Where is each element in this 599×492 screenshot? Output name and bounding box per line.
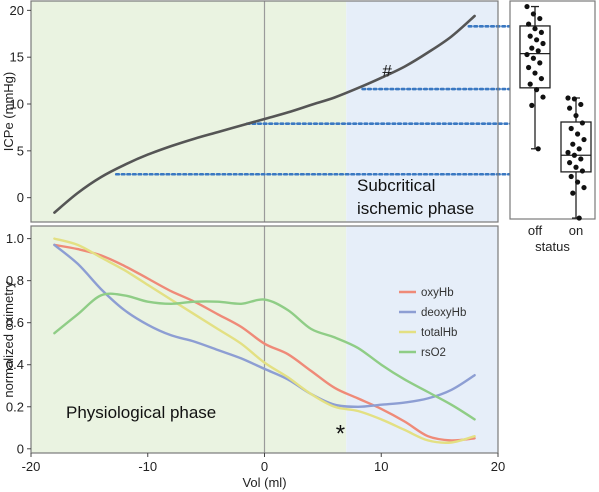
box-point-on	[576, 215, 582, 221]
bottom-x-axis-label: Vol (ml)	[242, 475, 286, 490]
top-y-tick-label: 10	[10, 97, 24, 112]
box-point-on	[578, 156, 584, 162]
box-point-on	[581, 136, 587, 143]
box-point-off	[530, 55, 537, 61]
boxplot-category-on: on	[569, 223, 583, 238]
subcritical-phase-label-line1: Subcritical	[357, 176, 435, 195]
box-point-off	[532, 70, 538, 76]
hash-annotation: #	[382, 61, 392, 80]
series-line-oxyHb	[53, 243, 476, 442]
pressure-volume-panel: 0 5 10 15 20 ICPe (mmHg) # Subcritical ische…	[1, 0, 563, 223]
physiological-phase-background	[31, 1, 347, 222]
box-point-off	[534, 37, 540, 43]
top-y-axis: 0 5 10 15 20	[10, 3, 31, 205]
box-point-on	[567, 160, 573, 166]
bottom-y-tick-label: 0.4	[6, 357, 24, 372]
bottom-x-tick-label: -10	[138, 459, 157, 474]
box-point-off	[537, 60, 543, 66]
subcritical-phase-label-line2: ischemic phase	[357, 199, 474, 218]
top-y-tick-label: 5	[17, 143, 24, 158]
dotted-link-lines	[114, 24, 563, 176]
box-point-on	[575, 131, 581, 137]
legend-label-oxyHb: oxyHb	[421, 287, 454, 299]
box-point-on	[575, 179, 581, 185]
box-point-off	[524, 3, 530, 10]
boxplot-category-off: off	[528, 223, 543, 238]
bottom-y-tick-label: 0.6	[6, 315, 24, 330]
boxplot-marks	[519, 3, 592, 221]
box-point-on	[571, 152, 578, 158]
box-point-off	[537, 15, 543, 22]
bottom-y-axis: 0 0.2 0.4 0.6 0.8 1.0	[6, 231, 31, 456]
top-panel-frame	[30, 0, 499, 223]
bottom-y-tick-label: 0.2	[6, 399, 24, 414]
box-point-off	[529, 45, 535, 51]
box-point-off	[524, 51, 530, 58]
series-line-rsO2	[53, 292, 476, 421]
bottom-y-tick-label: 0.8	[6, 273, 24, 288]
bottom-x-tick-label: 10	[374, 459, 388, 474]
box-point-on	[579, 120, 586, 126]
box-point-off	[526, 64, 532, 71]
box-point-on	[576, 146, 582, 152]
box-point-on	[565, 95, 571, 101]
box-point-on	[571, 96, 578, 102]
box-point-off	[532, 26, 538, 32]
oximetry-panel: 0 0.2 0.4 0.6 0.8 1.0 -20 -10 0 10 20 normalized …	[1, 225, 505, 490]
physiological-phase-label: Physiological phase	[66, 403, 216, 422]
box-point-on	[573, 112, 579, 119]
box-point-on	[568, 173, 574, 180]
top-y-tick-label: 15	[10, 50, 24, 65]
bottom-y-tick-label: 0	[17, 441, 24, 456]
box-point-off	[534, 87, 540, 93]
subcritical-phase-background	[346, 1, 498, 222]
bottom-y-tick-label: 1.0	[6, 231, 24, 246]
top-y-tick-label: 20	[10, 3, 24, 18]
box-point-off	[527, 33, 533, 39]
box-point-off	[538, 29, 545, 36]
series-line-deoxyHb	[53, 243, 476, 409]
star-annotation: *	[336, 421, 345, 448]
box-point-on	[565, 149, 571, 156]
box-point-on	[578, 101, 584, 108]
oximetry-series	[53, 237, 476, 444]
box-point-on	[573, 164, 579, 170]
box-on	[560, 121, 592, 173]
legend-label-rsO2: rsO2	[421, 347, 446, 359]
bottom-x-axis: -20 -10 0 10 20	[22, 453, 505, 474]
series-line-totalHb	[53, 237, 476, 444]
box-point-off	[526, 21, 532, 27]
box-point-on	[570, 190, 576, 196]
box-point-on	[570, 141, 576, 147]
box-point-off	[530, 11, 537, 17]
pressure-volume-curve	[53, 14, 476, 214]
box-point-off	[538, 75, 545, 82]
bottom-y-axis-label: normalized oximetry	[1, 281, 16, 398]
boxplot-frame	[509, 0, 596, 220]
box-point-on	[579, 168, 586, 174]
oximetry-legend: oxyHb deoxyHb totalHb rsO2	[399, 287, 466, 359]
box-point-off	[527, 81, 533, 87]
box-point-off	[540, 94, 546, 100]
box-point-on	[581, 184, 587, 191]
box-point-off	[529, 102, 535, 108]
box-point-on	[567, 105, 573, 111]
box-point-off	[535, 146, 541, 152]
bottom-x-tick-label: 0	[261, 459, 268, 474]
top-y-tick-label: 0	[17, 190, 24, 205]
box-point-off	[540, 40, 546, 47]
status-boxplot-panel: off on status	[509, 0, 596, 254]
legend-label-totalHb: totalHb	[421, 327, 457, 339]
bottom-x-tick-label: -20	[22, 459, 41, 474]
top-y-axis-label: ICPe (mmHg)	[1, 72, 16, 151]
boxplot-x-axis-label: status	[535, 239, 570, 254]
bottom-x-tick-label: 20	[491, 459, 505, 474]
legend-label-deoxyHb: deoxyHb	[421, 307, 466, 319]
box-point-on	[568, 125, 574, 132]
box-point-off	[535, 48, 541, 54]
